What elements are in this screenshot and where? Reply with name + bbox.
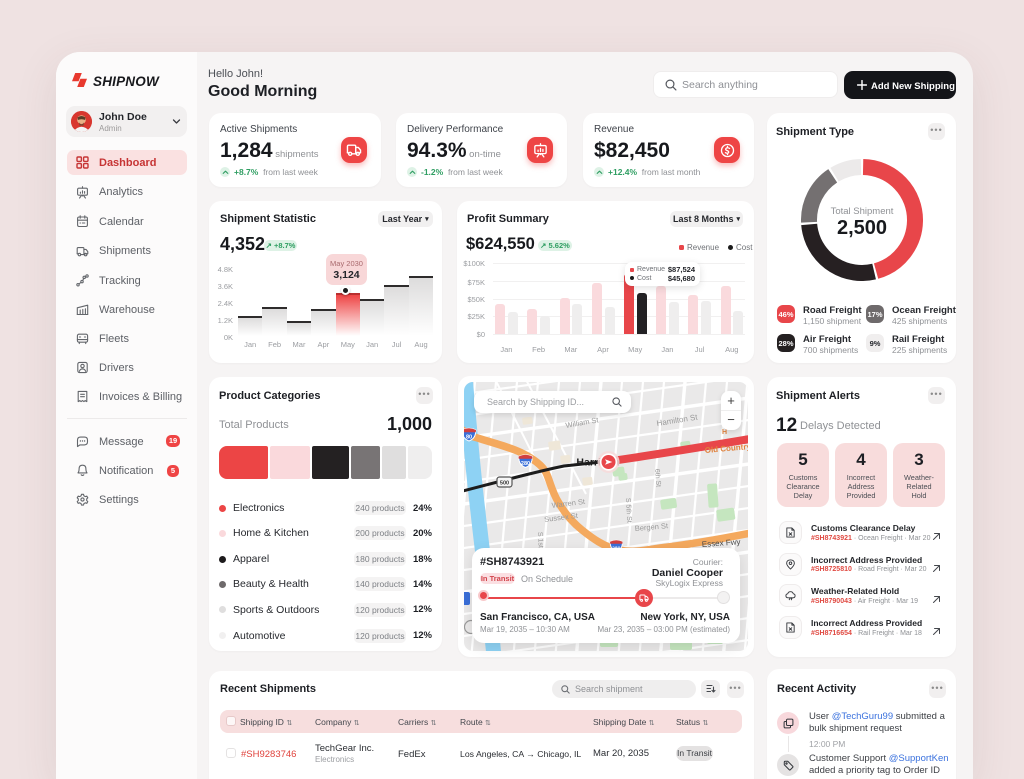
svg-text:500: 500 — [500, 481, 509, 487]
svg-text:80: 80 — [466, 435, 472, 441]
svg-text:Essex Fwy: Essex Fwy — [702, 537, 741, 549]
svg-text:Old Country: Old Country — [704, 442, 748, 455]
svg-text:Bergen St: Bergen St — [634, 521, 669, 533]
svg-text:S 5th St: S 5th St — [624, 498, 632, 523]
svg-text:6th St: 6th St — [653, 469, 662, 488]
svg-text:280: 280 — [521, 461, 530, 467]
svg-text:Sussex St: Sussex St — [544, 511, 580, 524]
svg-text:S 1st: S 1st — [536, 532, 544, 548]
svg-text:Warren St: Warren St — [551, 497, 586, 510]
svg-text:H: H — [722, 429, 727, 436]
